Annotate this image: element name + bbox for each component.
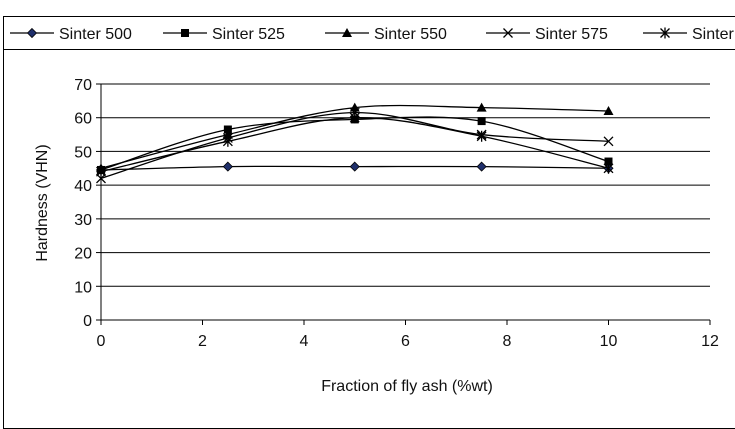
x-tick-label-12: 12 — [701, 333, 719, 350]
x-tick-label-6: 6 — [401, 333, 410, 350]
point-sinter-600-1 — [222, 135, 233, 147]
legend-marker-sinter-575 — [503, 28, 513, 38]
point-sinter-500-1 — [222, 161, 233, 172]
x-tick-label-8: 8 — [503, 333, 512, 350]
point-sinter-575-4 — [603, 136, 614, 147]
legend-marker-sinter-550 — [342, 28, 352, 37]
grid — [101, 83, 710, 287]
legend-marker-sinter-525 — [181, 29, 189, 37]
legend-label-sinter-500: Sinter 500 — [59, 26, 132, 43]
x-tick-label-0: 0 — [97, 333, 106, 350]
legend-marker-sinter-600 — [660, 27, 670, 39]
y-tick-label-0: 0 — [83, 313, 92, 330]
legend-label-sinter-575: Sinter 575 — [535, 26, 608, 43]
point-sinter-500-2 — [349, 161, 360, 172]
y-axis-label: Hardness (VHN) — [34, 144, 51, 261]
y-tick-label-30: 30 — [74, 212, 92, 229]
legend-item-sinter-500: Sinter 500 — [10, 26, 132, 43]
legend-item-sinter-550: Sinter 550 — [325, 26, 447, 43]
series-layer — [95, 102, 614, 184]
axes: 0 10 20 30 40 50 60 70 0 2 4 6 8 10 12 — [74, 77, 719, 350]
point-sinter-525-3 — [477, 117, 486, 126]
series-sinter-500 — [95, 161, 614, 176]
point-sinter-550-3 — [476, 102, 487, 112]
chart-svg: Sinter 500 Sinter 525 Sinter 550 Sinter 575… — [10, 26, 735, 395]
y-tick-label-40: 40 — [74, 178, 92, 195]
legend-items: Sinter 500 Sinter 525 Sinter 550 Sinter 575… — [10, 26, 735, 43]
point-sinter-525-4 — [604, 157, 613, 166]
y-tick-label-50: 50 — [74, 144, 92, 161]
x-tick-label-2: 2 — [198, 333, 207, 350]
x-axis-label: Fraction of fly ash (%wt) — [321, 378, 493, 395]
x-tick-label-10: 10 — [600, 333, 618, 350]
legend-item-sinter-600: Sinter 600 — [643, 26, 735, 43]
chart-figure: Sinter 500 Sinter 525 Sinter 550 Sinter 575… — [3, 16, 735, 429]
point-sinter-600-3 — [476, 130, 487, 142]
point-sinter-600-4 — [603, 162, 614, 174]
point-sinter-525-1 — [223, 125, 232, 134]
x-tick-label-4: 4 — [300, 333, 309, 350]
point-sinter-600-0 — [96, 166, 106, 178]
y-tick-label-10: 10 — [74, 279, 92, 296]
point-sinter-600-2 — [349, 112, 360, 124]
legend-item-sinter-575: Sinter 575 — [486, 26, 608, 43]
y-tick-label-20: 20 — [74, 246, 92, 263]
legend-label-sinter-550: Sinter 550 — [374, 26, 447, 43]
legend-label-sinter-600: Sinter 600 — [692, 26, 735, 43]
legend-label-sinter-525: Sinter 525 — [212, 26, 285, 43]
series-sinter-600 — [96, 112, 614, 178]
y-tick-label-70: 70 — [74, 77, 92, 94]
point-sinter-500-3 — [476, 161, 487, 172]
legend-marker-sinter-500 — [26, 27, 38, 39]
point-sinter-550-4 — [603, 105, 614, 115]
legend-item-sinter-525: Sinter 525 — [163, 26, 285, 43]
y-tick-label-60: 60 — [74, 111, 92, 128]
